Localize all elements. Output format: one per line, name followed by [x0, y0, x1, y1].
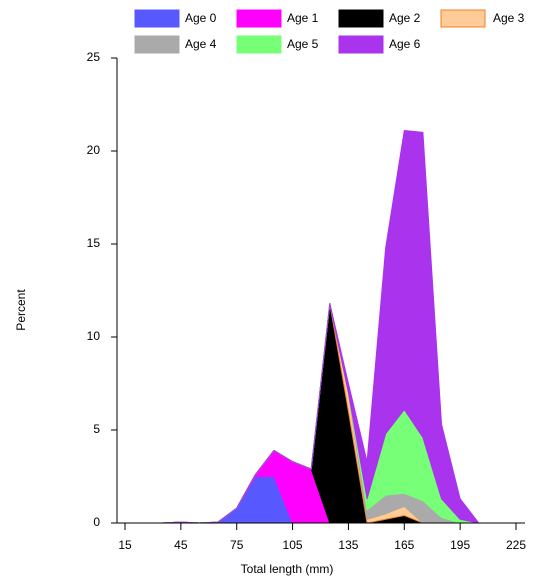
y-tick-label: 15	[87, 236, 101, 250]
y-tick-label: 0	[93, 515, 100, 529]
x-tick-label: 135	[338, 538, 358, 552]
y-axis-label: Percent	[14, 289, 28, 331]
legend-label: Age 2	[389, 11, 421, 25]
x-tick-label: 165	[394, 538, 414, 552]
y-tick-label: 5	[93, 422, 100, 436]
legend-label: Age 0	[185, 11, 217, 25]
plot-area	[124, 130, 517, 524]
legend-swatch	[236, 9, 282, 28]
legend-swatch	[134, 35, 180, 54]
legend-swatch	[440, 9, 486, 28]
x-tick-label: 15	[118, 538, 132, 552]
legend-swatch	[338, 35, 384, 54]
legend-swatch	[236, 35, 282, 54]
y-tick-label: 20	[87, 143, 101, 157]
legend-label: Age 6	[389, 37, 421, 51]
legend-swatch	[134, 9, 180, 28]
y-tick-label: 10	[87, 329, 101, 343]
legend-label: Age 4	[185, 37, 217, 51]
x-tick-label: 105	[283, 538, 303, 552]
legend-label: Age 5	[287, 37, 319, 51]
x-tick-label: 45	[174, 538, 188, 552]
x-tick-label: 225	[506, 538, 526, 552]
x-tick-label: 195	[450, 538, 470, 552]
legend-label: Age 1	[287, 11, 319, 25]
legend-label: Age 3	[493, 11, 525, 25]
x-axis-label: Total length (mm)	[241, 562, 334, 576]
y-tick-label: 25	[87, 50, 101, 64]
legend-swatch	[338, 9, 384, 28]
x-tick-label: 75	[230, 538, 244, 552]
